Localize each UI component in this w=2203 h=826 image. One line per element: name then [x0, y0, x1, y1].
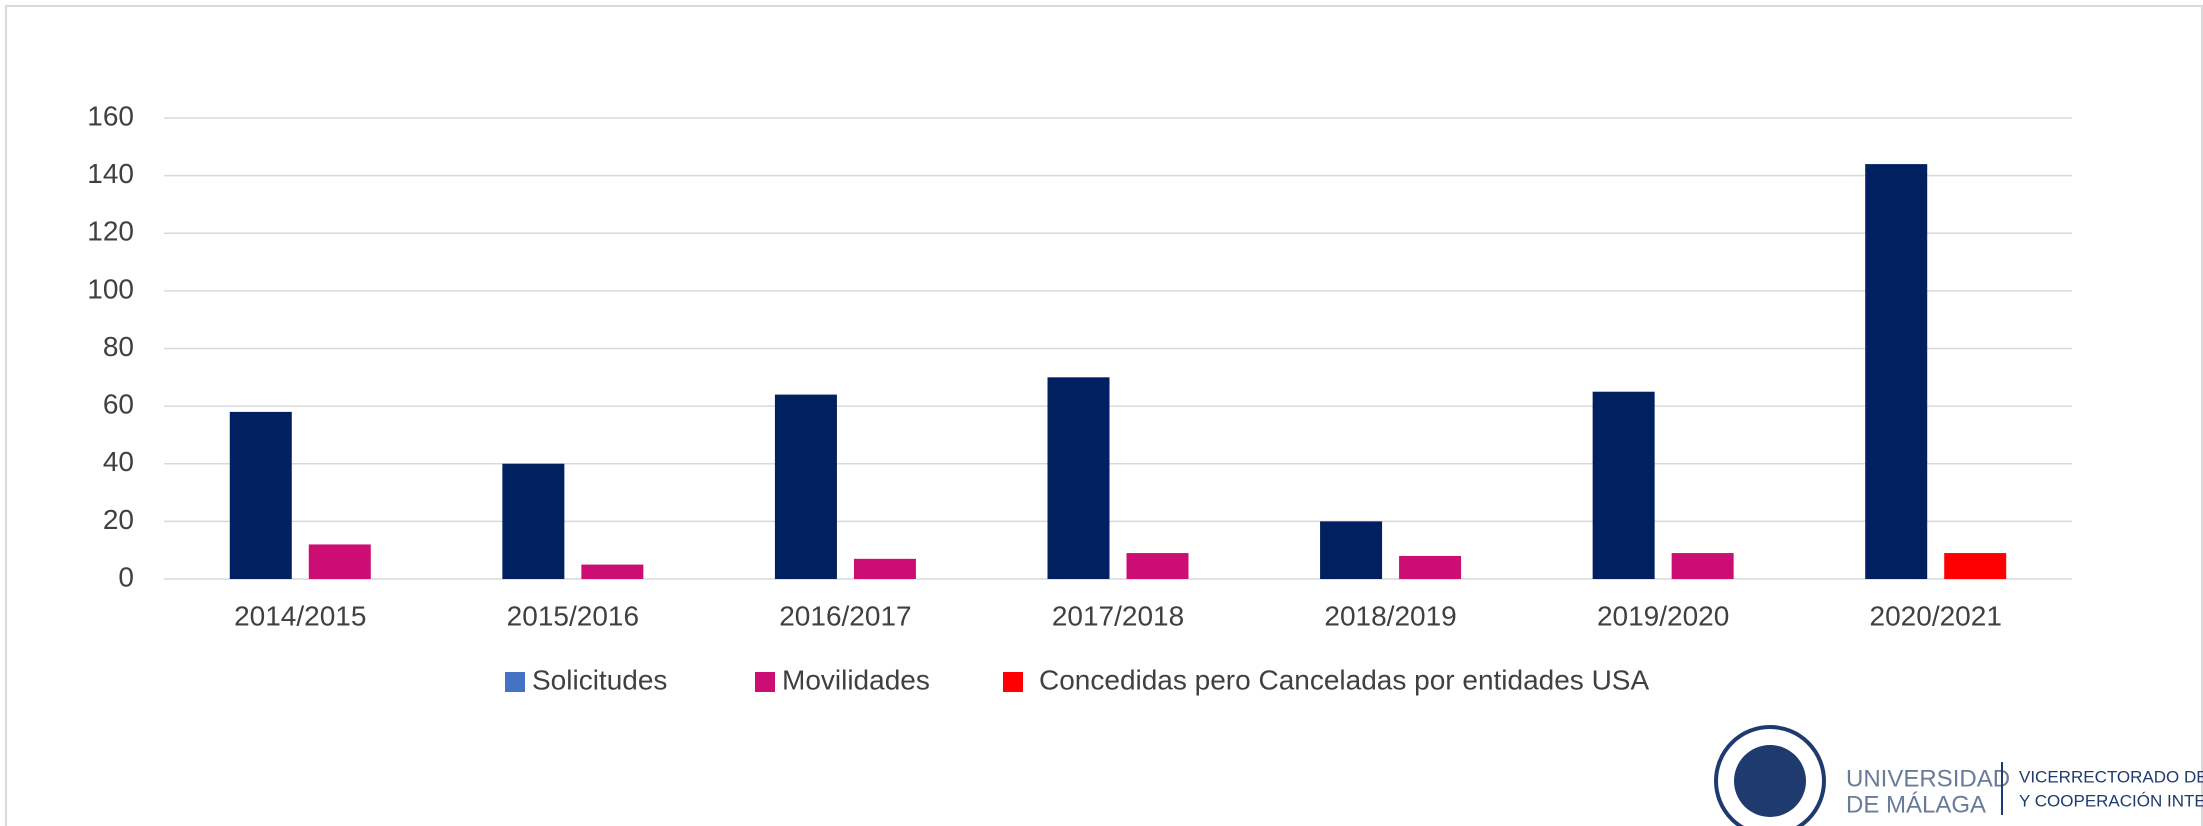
bar — [229, 411, 292, 579]
bar — [774, 394, 837, 579]
logo-seal-inner — [1734, 745, 1806, 817]
bar — [1399, 555, 1462, 579]
x-tick-label: 2014/2015 — [234, 600, 366, 631]
bar — [853, 558, 916, 579]
legend-label: Solicitudes — [532, 664, 667, 695]
logo-unit: VICERRECTORADO DE M — [2019, 767, 2203, 786]
y-tick-label: 160 — [87, 100, 134, 131]
legend-label: Movilidades — [782, 664, 930, 695]
x-tick-label: 2016/2017 — [779, 600, 911, 631]
y-tick-label: 120 — [87, 216, 134, 247]
x-tick-label: 2018/2019 — [1324, 600, 1456, 631]
bar — [1865, 164, 1928, 579]
y-tick-label: 40 — [103, 446, 134, 477]
bar — [1047, 377, 1110, 579]
x-tick-label: 2020/2021 — [1870, 600, 2002, 631]
legend-label: Concedidas pero Canceladas por entidades… — [1039, 664, 1649, 695]
bar — [502, 463, 565, 579]
bar — [1944, 553, 2007, 579]
bar — [581, 564, 644, 579]
legend-swatch — [755, 672, 775, 692]
logo-name: UNIVERSIDAD — [1846, 765, 2010, 792]
y-tick-label: 140 — [87, 158, 134, 189]
legend-swatch — [505, 672, 525, 692]
x-tick-label: 2017/2018 — [1052, 600, 1184, 631]
bar — [1320, 521, 1383, 579]
logo-unit: Y COOPERACIÓN INTERN — [2019, 791, 2203, 810]
legend-swatch — [1003, 672, 1023, 692]
bar — [1126, 553, 1189, 579]
logo-name: DE MÁLAGA — [1846, 791, 1986, 818]
logo: UNIVERSIDAD DE MÁLAGA VICERRECTORADO DE … — [1714, 725, 2203, 826]
bar — [308, 544, 371, 579]
y-tick-label: 80 — [103, 331, 134, 362]
y-tick-label: 20 — [103, 504, 134, 535]
y-tick-label: 100 — [87, 273, 134, 304]
y-tick-label: 0 — [118, 561, 134, 592]
bar — [1671, 553, 1734, 579]
x-tick-label: 2015/2016 — [507, 600, 639, 631]
bar — [1592, 391, 1655, 579]
y-tick-label: 60 — [103, 389, 134, 420]
x-tick-label: 2019/2020 — [1597, 600, 1729, 631]
